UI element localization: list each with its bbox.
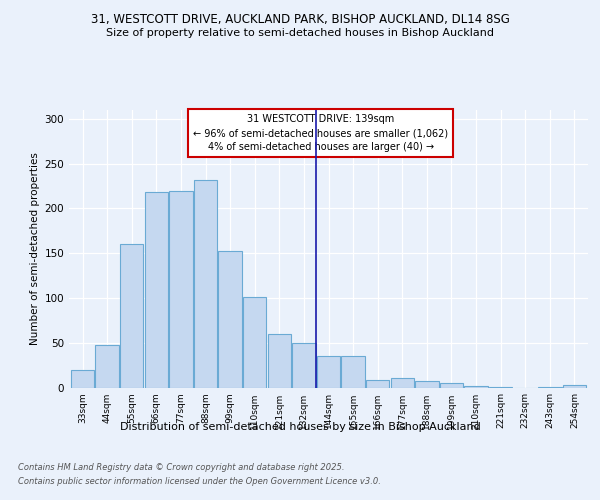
Bar [268,334,291,388]
Bar [145,192,168,388]
Bar [341,356,365,388]
Bar [464,386,488,388]
Bar [538,386,562,388]
Bar [563,385,586,388]
Text: Distribution of semi-detached houses by size in Bishop Auckland: Distribution of semi-detached houses by … [119,422,481,432]
Bar [489,386,512,388]
Text: Size of property relative to semi-detached houses in Bishop Auckland: Size of property relative to semi-detach… [106,28,494,38]
Bar [391,378,414,388]
Bar [71,370,94,388]
Bar [194,180,217,388]
Bar [95,346,119,388]
Text: 31, WESTCOTT DRIVE, AUCKLAND PARK, BISHOP AUCKLAND, DL14 8SG: 31, WESTCOTT DRIVE, AUCKLAND PARK, BISHO… [91,12,509,26]
Bar [317,356,340,388]
Text: Contains public sector information licensed under the Open Government Licence v3: Contains public sector information licen… [18,478,381,486]
Bar [415,381,439,388]
Bar [218,250,242,388]
Bar [243,297,266,388]
Bar [120,244,143,388]
Text: 31 WESTCOTT DRIVE: 139sqm
← 96% of semi-detached houses are smaller (1,062)
4% o: 31 WESTCOTT DRIVE: 139sqm ← 96% of semi-… [193,114,448,152]
Bar [169,190,193,388]
Bar [366,380,389,388]
Bar [292,342,316,388]
Bar [440,383,463,388]
Text: Contains HM Land Registry data © Crown copyright and database right 2025.: Contains HM Land Registry data © Crown c… [18,462,344,471]
Y-axis label: Number of semi-detached properties: Number of semi-detached properties [30,152,40,345]
